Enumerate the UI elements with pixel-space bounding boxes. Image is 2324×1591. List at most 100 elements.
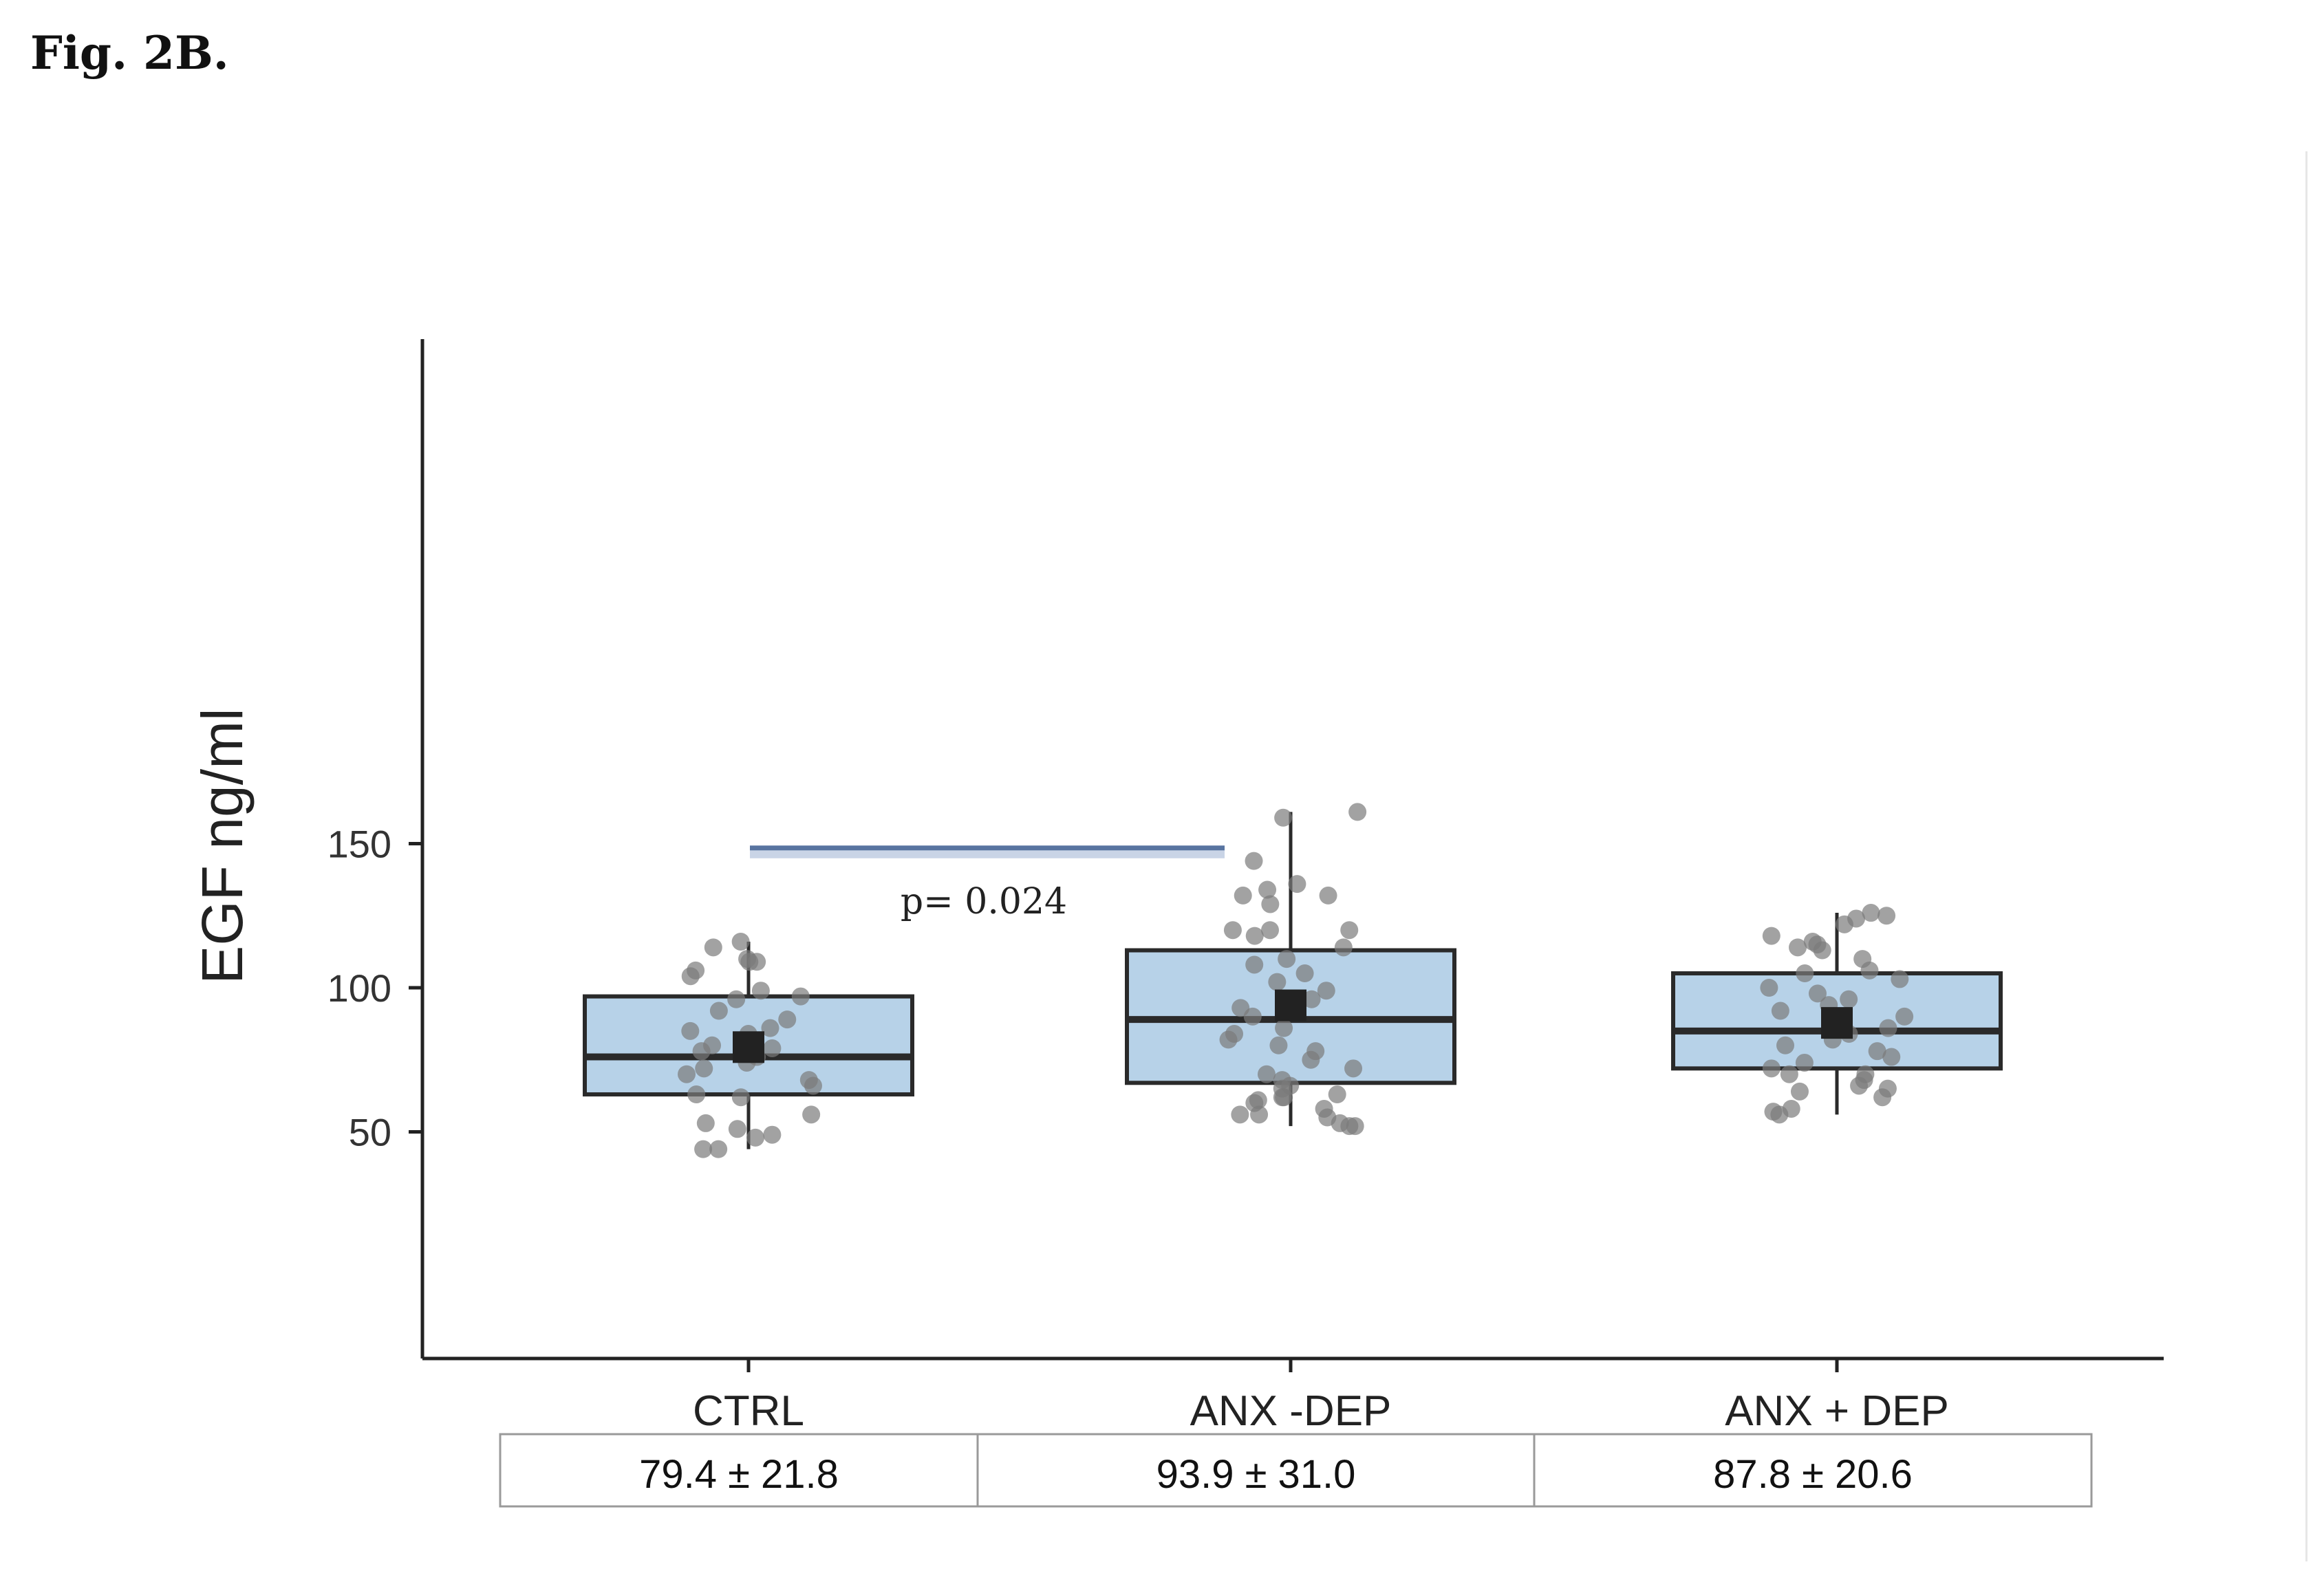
data-point — [1261, 895, 1280, 913]
y-axis-title: EGF ng/ml — [190, 708, 255, 984]
data-point — [1840, 990, 1858, 1008]
data-point — [804, 1076, 822, 1095]
data-point — [791, 987, 810, 1006]
data-point — [1348, 803, 1367, 821]
data-point — [1340, 1117, 1359, 1136]
mean-markers — [733, 989, 1853, 1063]
mean-marker — [1275, 989, 1306, 1021]
data-point — [1258, 880, 1277, 899]
data-point — [763, 1125, 782, 1144]
data-point — [746, 1128, 765, 1147]
data-point — [1891, 970, 1909, 988]
data-point — [1288, 875, 1306, 894]
data-point — [1328, 1085, 1346, 1104]
mean-marker — [1821, 1007, 1853, 1039]
x-tick-label: CTRL — [693, 1387, 804, 1435]
data-point — [1780, 1065, 1798, 1083]
data-point — [740, 953, 759, 971]
data-point — [1223, 921, 1242, 940]
data-point — [1275, 1019, 1293, 1037]
data-point — [1250, 1105, 1269, 1124]
data-point — [687, 1085, 706, 1104]
data-point — [1334, 938, 1353, 957]
data-point — [1760, 979, 1778, 997]
data-point — [704, 938, 722, 957]
data-point — [763, 1039, 782, 1057]
data-point — [1762, 1059, 1780, 1078]
data-point — [1850, 1076, 1869, 1095]
data-point — [1808, 984, 1827, 1003]
y-tick-label: 100 — [327, 966, 391, 1010]
data-point — [1796, 964, 1814, 983]
data-point — [1790, 1082, 1809, 1101]
significance-bracket: p= 0.024 — [750, 845, 1225, 922]
data-point — [681, 967, 700, 986]
data-point — [761, 1019, 779, 1037]
data-point — [1873, 1088, 1892, 1107]
data-point — [1795, 1053, 1814, 1072]
data-point — [681, 1021, 700, 1040]
data-point — [692, 1042, 711, 1061]
data-point — [1257, 1065, 1276, 1083]
data-point — [1302, 1050, 1320, 1069]
data-point — [709, 1002, 728, 1020]
y-tick-label: 150 — [327, 823, 391, 866]
data-point — [731, 1088, 750, 1107]
data-point — [1269, 1036, 1288, 1054]
data-point — [695, 1059, 713, 1078]
data-point — [1340, 921, 1359, 940]
data-point — [1317, 982, 1335, 1000]
data-point — [1789, 938, 1807, 957]
data-point — [778, 1010, 797, 1029]
data-point — [1243, 1007, 1262, 1026]
data-point — [1245, 955, 1264, 974]
mean-marker — [733, 1031, 764, 1063]
data-point — [1268, 973, 1287, 991]
data-point — [1770, 1105, 1789, 1124]
summary-table-cell: 93.9 ± 31.0 — [1156, 1452, 1356, 1497]
summary-table-border — [499, 1433, 2093, 1508]
data-point — [1878, 907, 1896, 925]
data-point — [751, 982, 770, 1000]
data-point — [1245, 927, 1264, 945]
data-point — [1882, 1048, 1901, 1066]
data-point — [728, 1120, 746, 1138]
data-point — [731, 932, 750, 951]
data-point — [1813, 941, 1831, 960]
data-point — [1274, 808, 1293, 827]
data-point — [1860, 961, 1879, 980]
data-point — [1776, 1036, 1795, 1054]
x-tick-label: ANX + DEP — [1725, 1387, 1949, 1435]
point-series — [678, 803, 1914, 1158]
data-point — [1273, 1088, 1291, 1107]
data-point — [1319, 886, 1337, 905]
p-value-label: p= 0.024 — [901, 881, 1067, 922]
summary-table-cell: 87.8 ± 20.6 — [1713, 1452, 1913, 1497]
data-point — [1231, 1105, 1249, 1124]
data-point — [678, 1065, 696, 1083]
data-point — [1302, 990, 1321, 1008]
y-tick-label: 50 — [349, 1111, 391, 1154]
data-point — [709, 1140, 728, 1158]
data-point — [1868, 1042, 1886, 1061]
data-point — [1879, 1019, 1897, 1037]
data-point — [694, 1140, 713, 1158]
data-point — [1278, 950, 1296, 968]
data-point — [1835, 915, 1853, 933]
data-point — [1862, 904, 1880, 922]
data-point — [1234, 886, 1252, 905]
x-tick-label: ANX -DEP — [1190, 1387, 1392, 1435]
data-point — [1771, 1002, 1789, 1020]
data-point — [696, 1114, 715, 1132]
axes: 50 100 150 CTRL ANX -DEP ANX + DEP — [327, 339, 2164, 1435]
data-point — [1245, 852, 1263, 870]
data-point — [802, 1105, 821, 1124]
summary-table-cell: 79.4 ± 21.8 — [639, 1452, 839, 1497]
data-point — [1344, 1059, 1363, 1078]
data-point — [1895, 1007, 1914, 1026]
data-point — [727, 990, 746, 1008]
page-divider — [2305, 151, 2307, 1561]
data-point — [1762, 927, 1780, 945]
summary-table: 79.4 ± 21.8 93.9 ± 31.0 87.8 ± 20.6 — [499, 1433, 2093, 1508]
